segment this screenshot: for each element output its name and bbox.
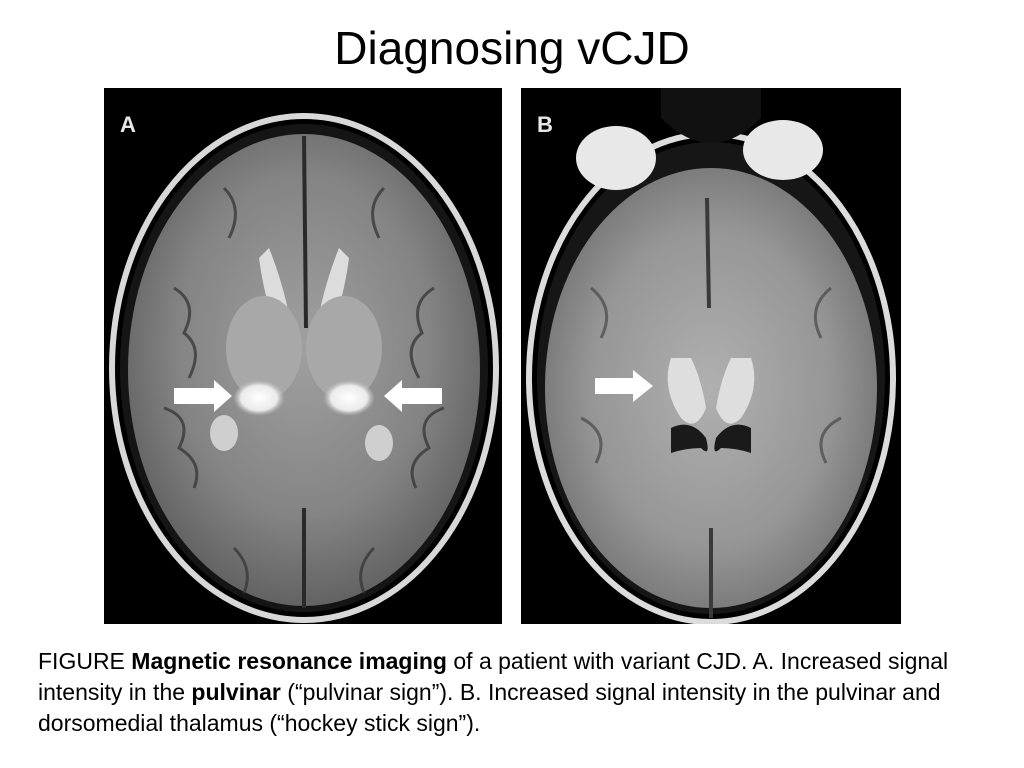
- arrow-left-icon: [384, 380, 442, 412]
- panel-label-a: A: [120, 112, 136, 137]
- caption-part-2: of a patient with variant CJD. A. Increa…: [38, 648, 949, 705]
- mri-panel-b: B: [521, 88, 901, 624]
- mri-image-b: [526, 88, 896, 624]
- caption-bold-mri: Magnetic resonance imaging: [131, 648, 447, 674]
- panel-label-b: B: [537, 112, 553, 137]
- arrow-right-icon: [595, 370, 653, 402]
- figure-caption: FIGURE Magnetic resonance imaging of a p…: [38, 646, 1018, 739]
- mri-image-a: [109, 113, 499, 623]
- arrow-right-icon: [174, 380, 232, 412]
- caption-part-3: (“pulvinar sign”). B. Increased signal i…: [38, 679, 941, 736]
- caption-prefix: FIGURE: [38, 648, 132, 674]
- caption-bold-pulvinar: pulvinar: [191, 679, 281, 705]
- mri-panel-a: A: [104, 88, 502, 624]
- slide-title: Diagnosing vCJD: [334, 22, 690, 74]
